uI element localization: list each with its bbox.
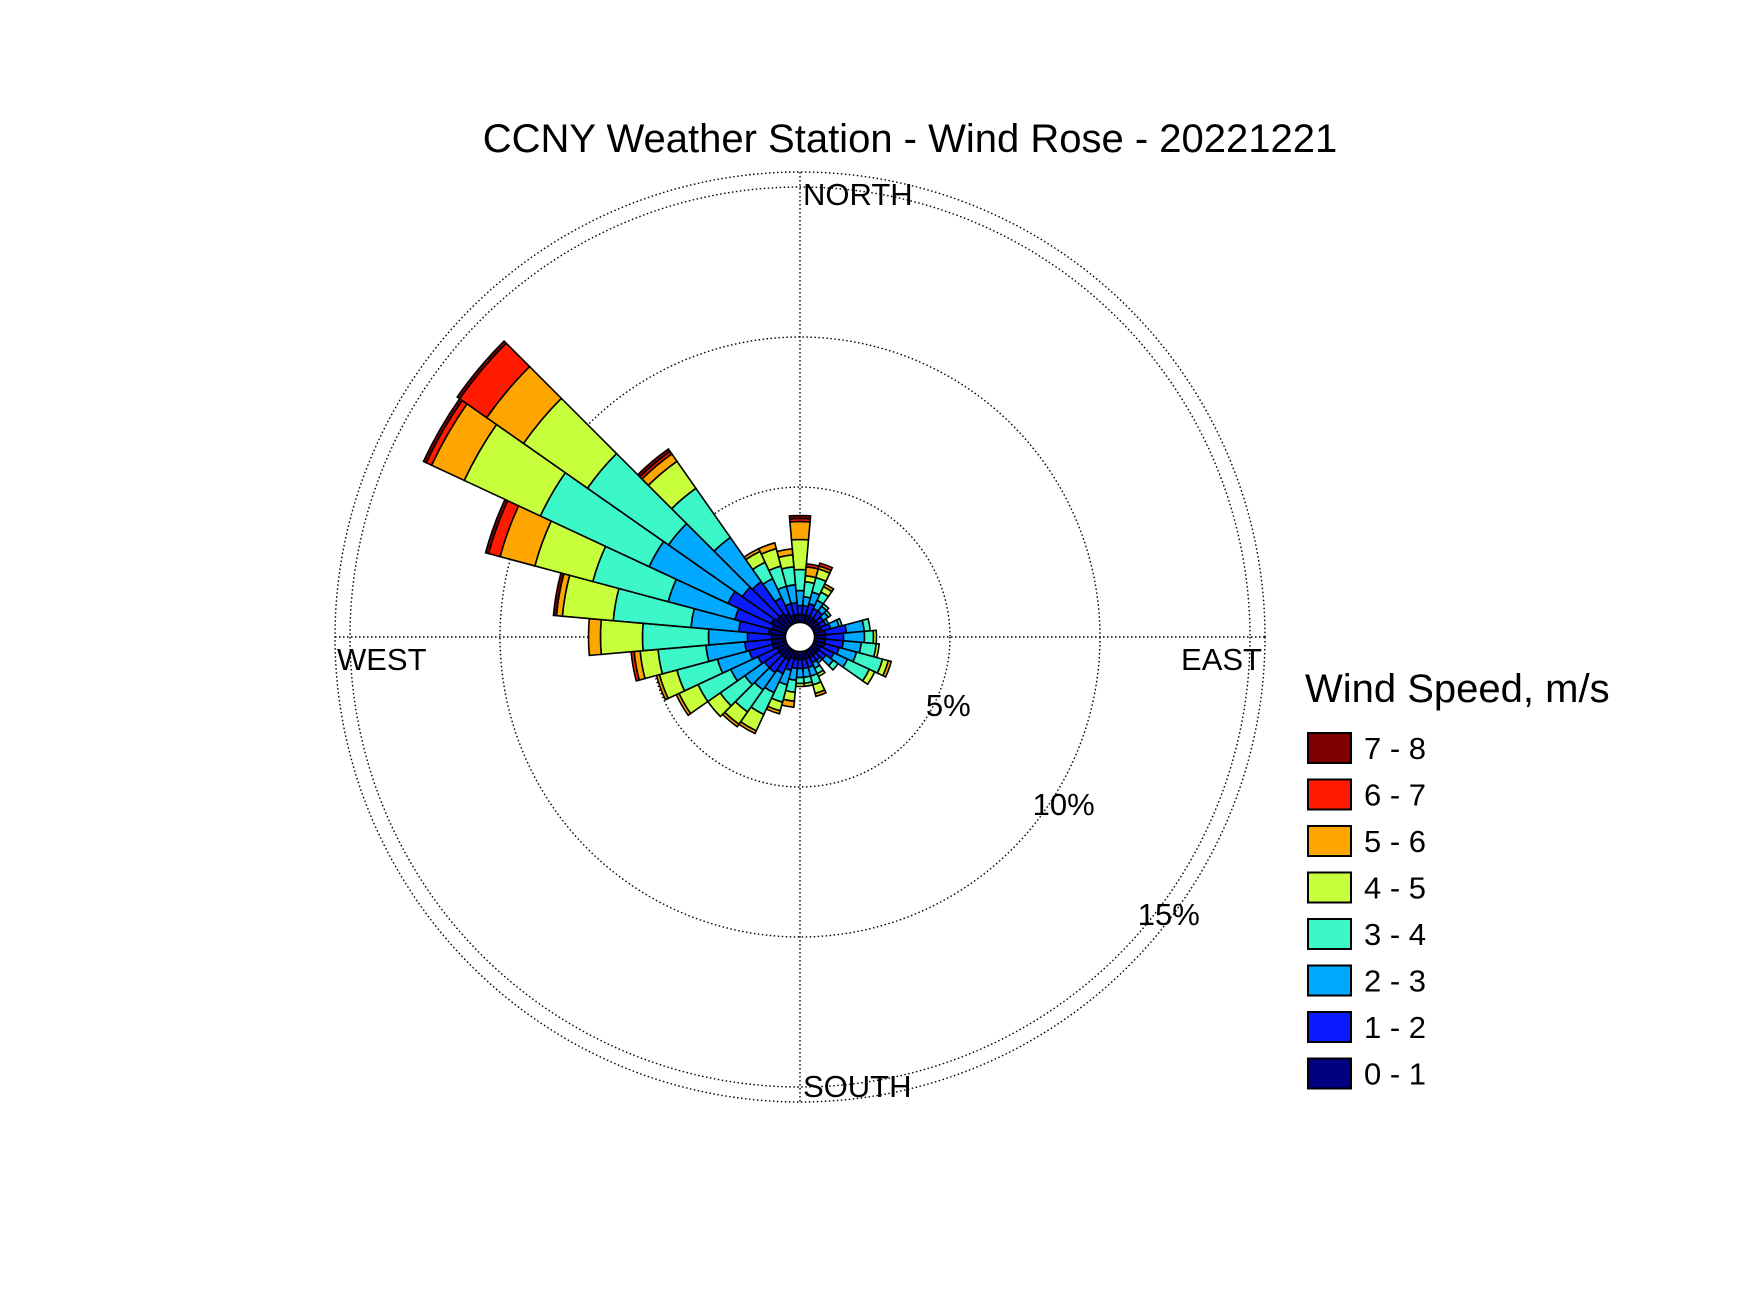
legend-entry-label: 3 - 4 (1364, 917, 1426, 952)
sector-170-bin-4 (803, 680, 814, 688)
sector-0-bin-7 (788, 514, 812, 520)
sector-50-bin-3 (823, 609, 832, 619)
legend: Wind Speed, m/s 7 - 8 6 - 7 5 - 6 4 - 5 3 - … (1305, 667, 1610, 1092)
legend-entry-label: 6 - 7 (1364, 778, 1426, 813)
sector-320-bin-7 (636, 447, 672, 478)
sector-90-bin-4 (872, 629, 878, 645)
ring-label-15: 15% (1138, 897, 1200, 932)
sector-350-bin-5 (776, 547, 794, 559)
sector-80-bin-3 (861, 617, 872, 633)
legend-entry-label: 7 - 8 (1364, 731, 1426, 766)
sectors (422, 339, 893, 735)
direction-label-west: WEST (337, 642, 427, 677)
sector-110-bin-5 (881, 659, 893, 678)
legend-entry-label: 5 - 6 (1364, 824, 1426, 859)
sector-270-bin-5 (587, 617, 603, 657)
sector-310-bin-7 (456, 339, 508, 400)
sector-30-bin-5 (822, 582, 835, 593)
legend-swatch (1307, 825, 1352, 857)
ring-label-10: 10% (1033, 787, 1095, 822)
legend-swatch (1307, 964, 1352, 997)
direction-label-east: EAST (1181, 642, 1262, 677)
legend-entry-label: 4 - 5 (1364, 871, 1426, 906)
sector-0-bin-5 (789, 520, 811, 541)
sector-160-bin-5 (814, 688, 828, 698)
ring-label-5: 5% (926, 688, 971, 723)
grid-ring (349, 186, 1251, 1088)
sector-270-bin-4 (599, 618, 644, 656)
sector-180-bin-4 (794, 682, 806, 688)
legend-swatch (1307, 1057, 1352, 1090)
legend-swatch (1307, 732, 1352, 764)
direction-label-north: NORTH (803, 177, 913, 212)
legend-entry-label: 0 - 1 (1364, 1057, 1426, 1092)
legend-swatch (1307, 1011, 1352, 1043)
legend-swatch (1307, 918, 1352, 950)
legend-swatch (1307, 871, 1352, 904)
center-hole (784, 621, 816, 653)
sector-130-bin-3 (827, 659, 840, 672)
legend-entry-label: 1 - 2 (1364, 1010, 1426, 1045)
sector-340-bin-5 (757, 541, 778, 556)
sector-120-bin-4 (861, 668, 876, 686)
direction-label-south: SOUTH (803, 1069, 912, 1104)
legend-swatch (1307, 778, 1352, 811)
legend-entry-label: 2 - 3 (1364, 964, 1426, 999)
grid-ring (649, 486, 951, 788)
sector-90-bin-3 (863, 629, 875, 645)
sector-20-bin-6 (818, 562, 834, 572)
sector-40-bin-3 (820, 602, 830, 612)
chart-title: CCNY Weather Station - Wind Rose - 20221… (483, 117, 1338, 161)
legend-title: Wind Speed, m/s (1305, 667, 1610, 711)
